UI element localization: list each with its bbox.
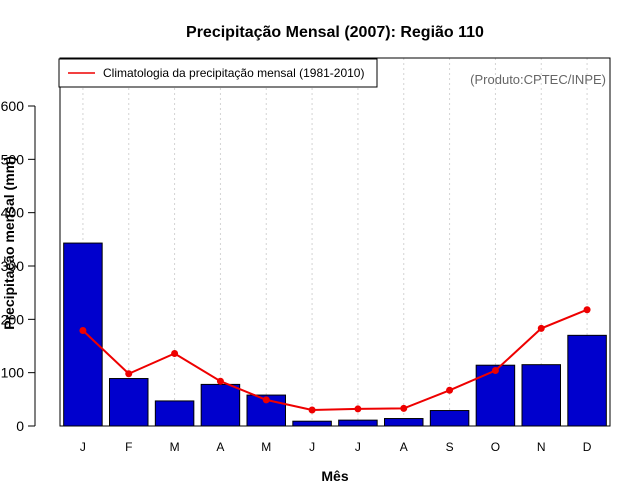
bar bbox=[384, 418, 424, 427]
climatology-point bbox=[216, 377, 224, 385]
y-axis-label: Precipitação mensal (mm) bbox=[1, 156, 17, 330]
bar bbox=[475, 364, 516, 427]
y-tick-label: 500 bbox=[1, 151, 25, 167]
climatology-point bbox=[171, 349, 179, 357]
grid bbox=[82, 58, 588, 426]
bar bbox=[63, 242, 103, 427]
climatology-point bbox=[583, 306, 591, 314]
x-tick-label: J bbox=[355, 440, 361, 454]
bar bbox=[154, 400, 195, 427]
x-tick-label: F bbox=[125, 440, 132, 454]
y-tick-label: 400 bbox=[1, 205, 25, 221]
climatology-point bbox=[308, 406, 316, 414]
bar bbox=[200, 383, 241, 427]
x-axis-label: Mês bbox=[321, 468, 348, 484]
x-tick-label: A bbox=[400, 440, 408, 454]
x-tick-label: M bbox=[170, 440, 180, 454]
plot-frame bbox=[59, 57, 611, 427]
bar bbox=[521, 364, 561, 427]
bars-series bbox=[63, 242, 607, 427]
y-tick-label: 300 bbox=[1, 258, 25, 274]
climatology-point bbox=[537, 324, 545, 332]
climatology-point bbox=[125, 370, 133, 378]
x-tick-label: M bbox=[261, 440, 271, 454]
x-tick-label: J bbox=[80, 440, 86, 454]
climatology-point bbox=[446, 386, 454, 394]
y-tick-label: 200 bbox=[1, 311, 25, 327]
x-tick-label: D bbox=[583, 440, 592, 454]
bar bbox=[567, 334, 607, 427]
x-tick-label: N bbox=[537, 440, 546, 454]
climatology-point bbox=[400, 404, 408, 412]
x-tick-label: A bbox=[216, 440, 224, 454]
climatology-point bbox=[491, 367, 499, 375]
bar bbox=[429, 410, 470, 427]
bar bbox=[338, 419, 378, 427]
climatology-series bbox=[79, 306, 591, 414]
x-tick-label: S bbox=[446, 440, 454, 454]
y-tick-label: 0 bbox=[16, 418, 24, 434]
y-tick-label: 100 bbox=[1, 365, 25, 381]
climatology-point bbox=[354, 405, 362, 413]
climatology-line bbox=[82, 308, 588, 412]
legend: Climatologia da precipitação mensal (198… bbox=[58, 58, 378, 88]
bar bbox=[292, 420, 332, 427]
source-label: (Produto:CPTEC/INPE) bbox=[470, 72, 606, 87]
y-axis: 0 100 200 300 400 500 600 bbox=[1, 98, 36, 434]
legend-label: Climatologia da precipitação mensal (198… bbox=[103, 66, 364, 80]
bar bbox=[109, 378, 149, 427]
x-tick-label: O bbox=[491, 440, 500, 454]
x-tick-label: J bbox=[309, 440, 315, 454]
legend-box bbox=[58, 58, 378, 88]
climatology-point bbox=[262, 396, 270, 404]
y-tick-label: 600 bbox=[1, 98, 25, 114]
chart-title: Precipitação Mensal (2007): Região 110 bbox=[186, 24, 484, 41]
climatology-point bbox=[79, 327, 87, 335]
